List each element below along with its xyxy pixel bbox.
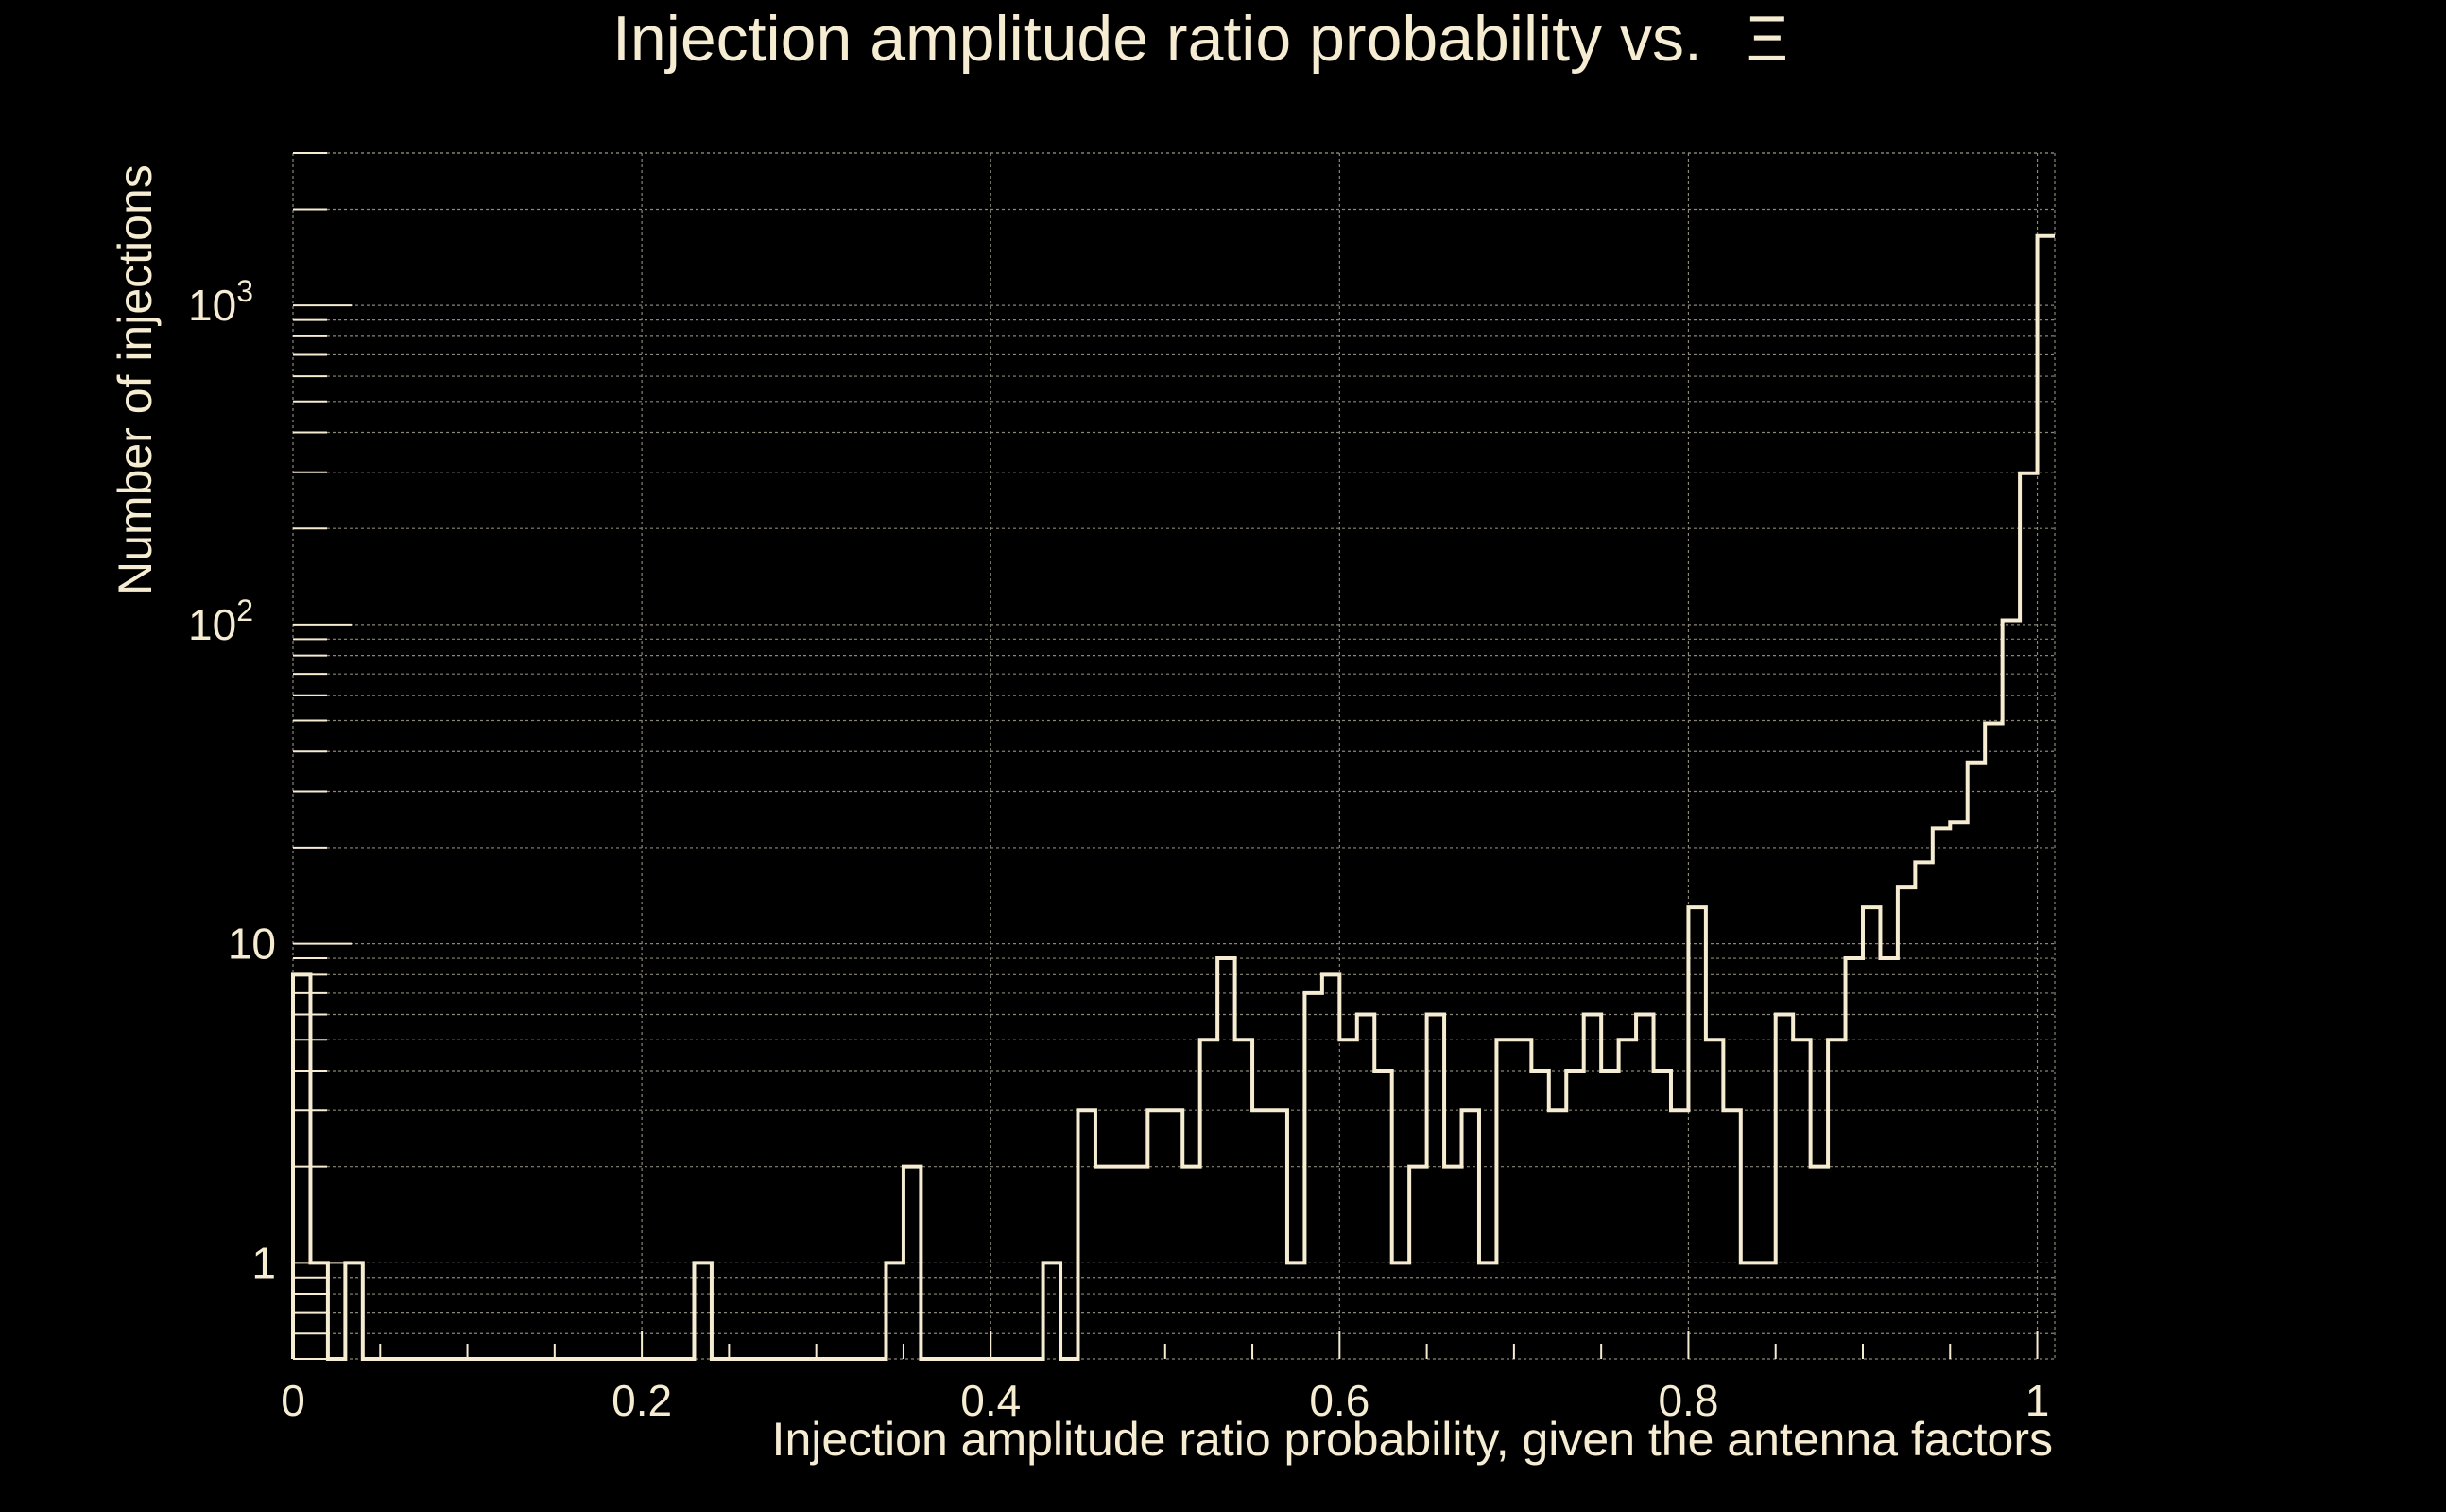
- chart-title-symbol: Ξ: [1747, 3, 1788, 75]
- histogram-series: [291, 233, 2055, 1361]
- x-tick-label: 0: [281, 1376, 305, 1425]
- x-tick-label: 0.2: [612, 1376, 672, 1425]
- x-tick-label: 0.6: [1309, 1376, 1369, 1425]
- y-tick-base: 10: [188, 281, 236, 330]
- y-axis-label: Number of injections: [109, 164, 162, 595]
- y-tick-label: 103: [188, 274, 253, 330]
- x-axis-label: Injection amplitude ratio probability, g…: [772, 1413, 2053, 1466]
- chart-title: Injection amplitude ratio probability vs…: [612, 3, 1788, 75]
- x-tick-label: 0.8: [1658, 1376, 1718, 1425]
- chart-title-text: Injection amplitude ratio probability vs…: [612, 3, 1702, 75]
- y-tick-base: 1: [251, 1238, 276, 1287]
- y-tick-label: 102: [188, 593, 253, 649]
- y-tick-label: 1: [251, 1238, 276, 1287]
- y-tick-exponent: 2: [236, 593, 253, 627]
- y-tick-exponent: 3: [236, 274, 253, 308]
- y-tick-base: 10: [188, 600, 236, 649]
- x-tick-labels: 0 0.2 0.4 0.6 0.8 1: [281, 1376, 2049, 1425]
- y-tick-base: 10: [228, 919, 276, 969]
- x-tick-label: 0.4: [960, 1376, 1021, 1425]
- y-tick-label: 10: [228, 919, 276, 969]
- x-tick-label: 1: [2025, 1376, 2050, 1425]
